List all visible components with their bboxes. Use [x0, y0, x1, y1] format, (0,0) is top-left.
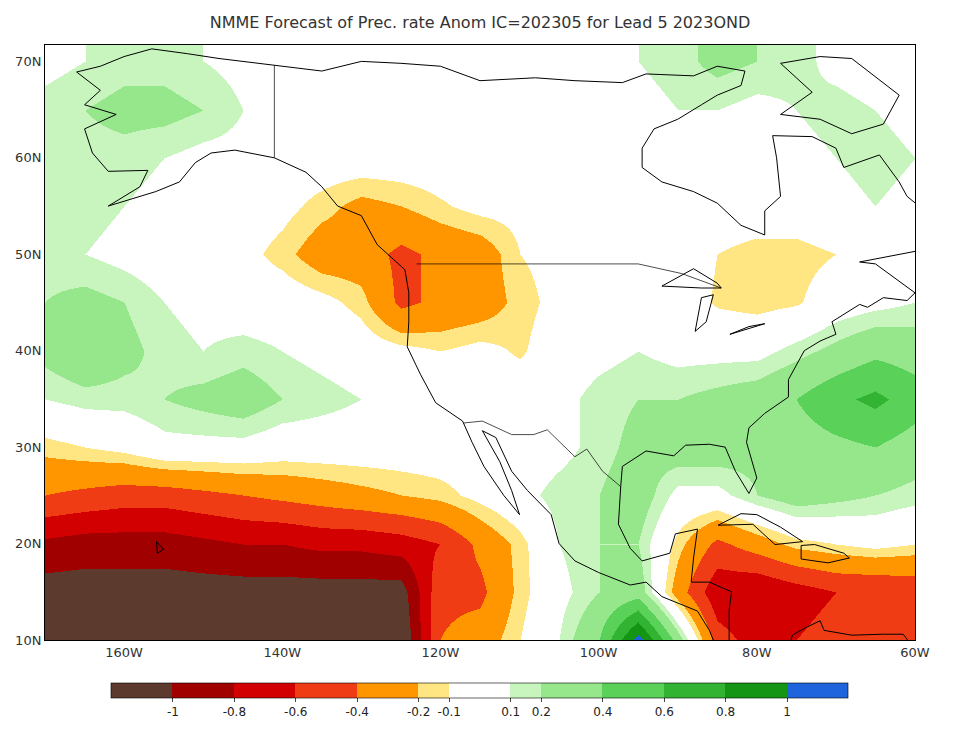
svg-text:-0.2: -0.2 [407, 705, 430, 719]
svg-text:20N: 20N [15, 536, 41, 551]
svg-text:50N: 50N [15, 247, 41, 262]
svg-text:70N: 70N [15, 54, 41, 69]
svg-text:-0.6: -0.6 [284, 705, 307, 719]
svg-text:100W: 100W [580, 645, 618, 660]
svg-text:60W: 60W [900, 645, 930, 660]
svg-text:0.6: 0.6 [655, 705, 674, 719]
svg-text:40N: 40N [15, 343, 41, 358]
svg-text:60N: 60N [15, 150, 41, 165]
svg-text:30N: 30N [15, 440, 41, 455]
svg-text:10N: 10N [15, 633, 41, 648]
svg-text:NMME Forecast of Prec. rate An: NMME Forecast of Prec. rate Anom IC=2023… [210, 13, 751, 32]
svg-text:1: 1 [783, 705, 791, 719]
svg-text:160W: 160W [105, 645, 143, 660]
svg-text:0.1: 0.1 [501, 705, 520, 719]
svg-text:-0.4: -0.4 [345, 705, 368, 719]
svg-text:80W: 80W [742, 645, 772, 660]
svg-text:0.2: 0.2 [532, 705, 551, 719]
svg-text:-0.1: -0.1 [438, 705, 461, 719]
svg-text:0.8: 0.8 [716, 705, 735, 719]
svg-text:-0.8: -0.8 [223, 705, 246, 719]
svg-text:-1: -1 [167, 705, 179, 719]
svg-text:120W: 120W [422, 645, 460, 660]
svg-text:140W: 140W [263, 645, 301, 660]
svg-text:0.4: 0.4 [593, 705, 612, 719]
